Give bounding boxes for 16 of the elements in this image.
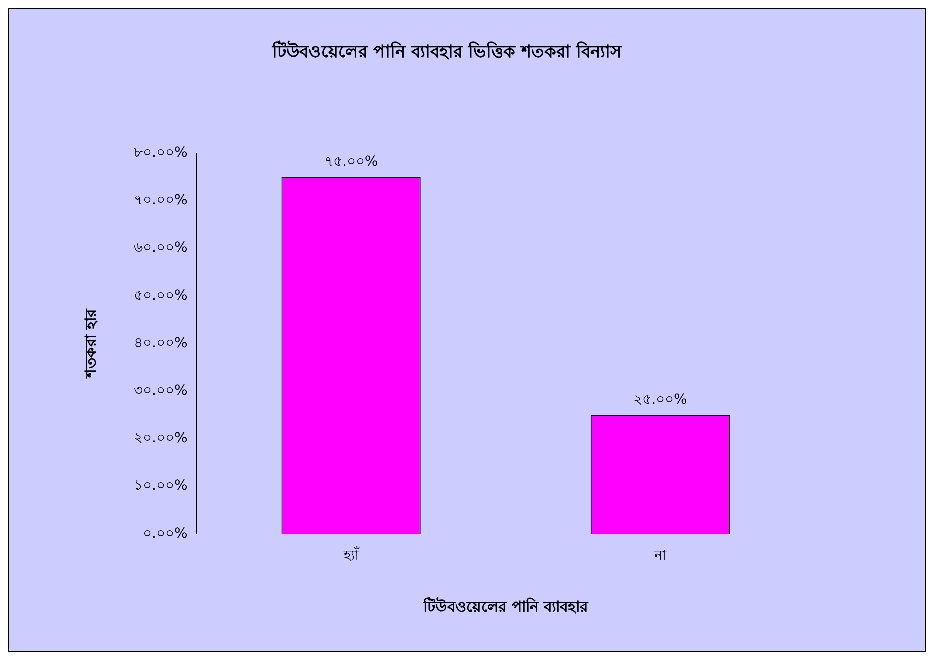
- y-tick-label: ৩০.০০%: [134, 383, 188, 400]
- y-tick-label: ২০.০০%: [134, 430, 188, 447]
- x-tick-label: হ্যাঁ: [342, 547, 360, 564]
- y-tick-label: ৬০.০০%: [134, 240, 188, 256]
- y-tick-label: ৪০.০০%: [134, 335, 188, 352]
- y-tick-label: ৭০.০০%: [134, 192, 188, 209]
- y-tick-label: ৮০.০০%: [134, 145, 188, 162]
- y-tick-label: ৫০.০০%: [134, 288, 188, 304]
- x-axis-title: টিউবওয়েলের পানি ব্যাবহার: [422, 596, 590, 616]
- y-tick-label: ১০.০০%: [134, 478, 188, 494]
- data-label: ৭৫.০০%: [324, 154, 378, 170]
- chart-title: টিউবওয়েলের পানি ব্যাবহার ভিত্তিক শতকরা বিন্যাস: [272, 40, 622, 63]
- y-tick-label: ০.০০%: [142, 526, 188, 542]
- y-axis-title: শতকরা হার: [82, 308, 100, 379]
- data-label: ২৫.০০%: [634, 392, 688, 408]
- x-tick-label: না: [653, 548, 668, 564]
